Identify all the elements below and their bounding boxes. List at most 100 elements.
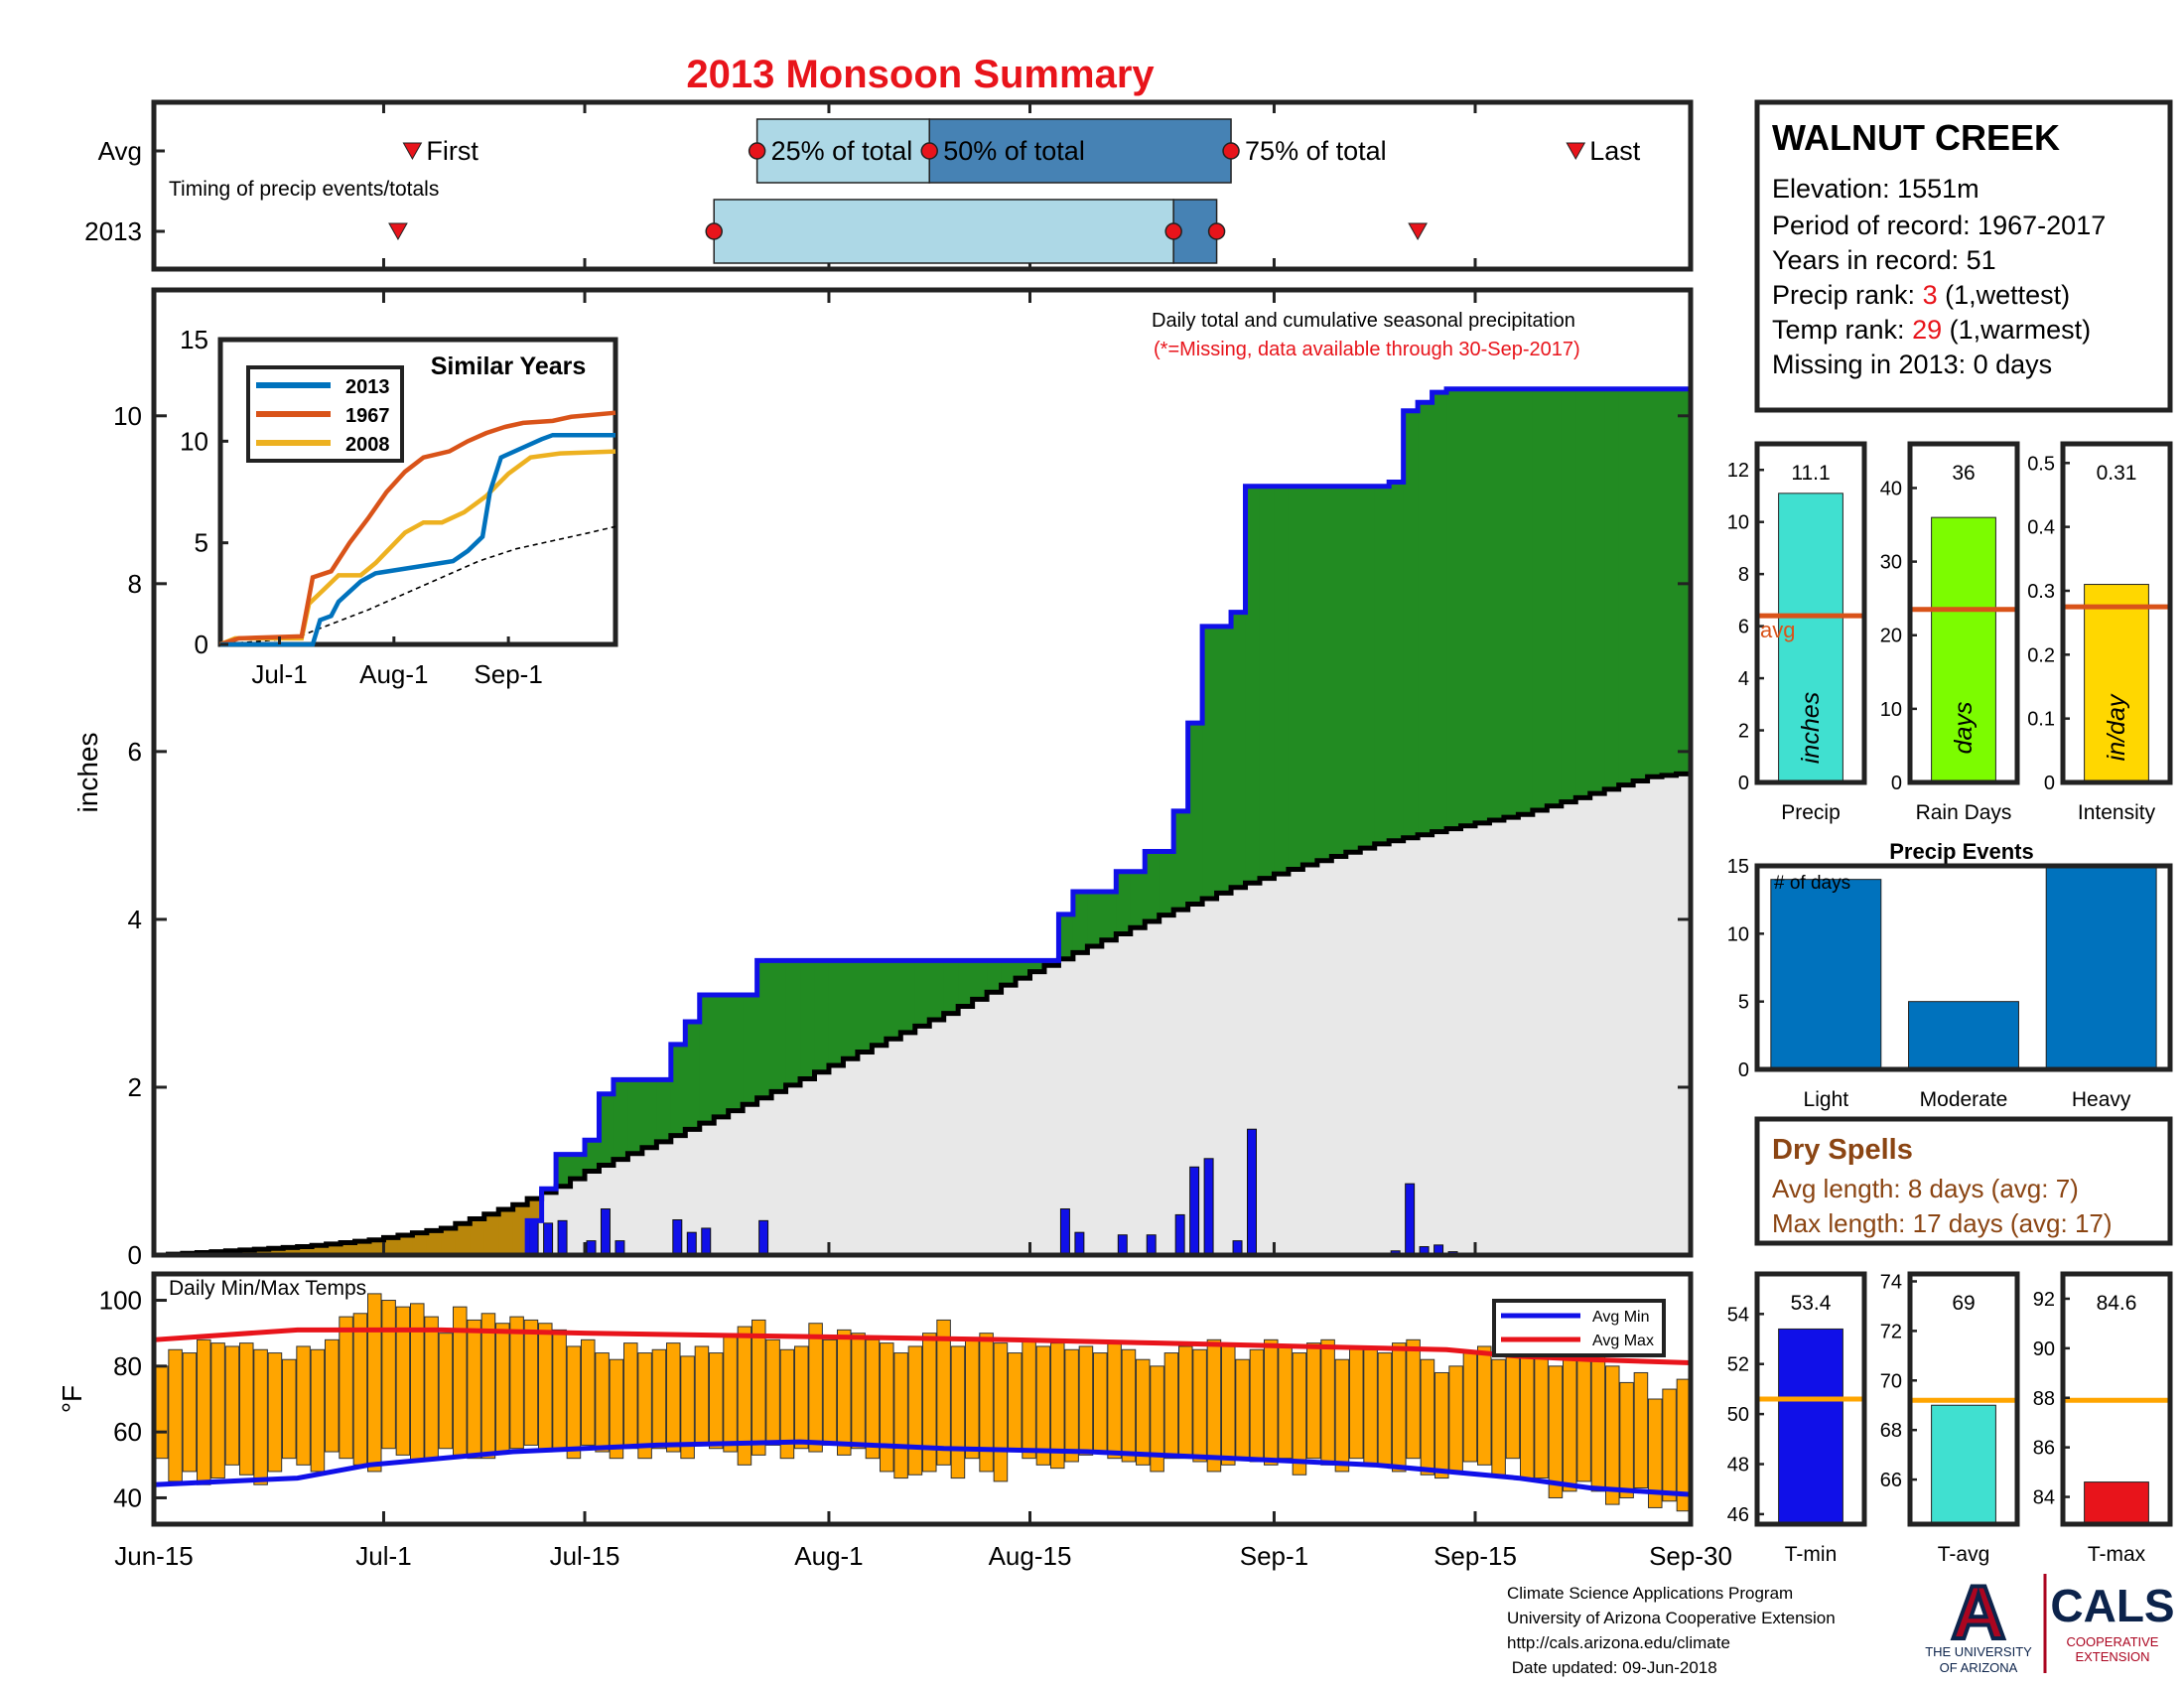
temp-bar-day-25 [509, 1316, 524, 1450]
legend-label-1967: 1967 [345, 405, 390, 427]
temp-stat-ytick-label-0-50: 50 [1727, 1404, 1749, 1426]
events-bar-heavy [2045, 865, 2157, 1070]
above-average-fill-day-55 [943, 960, 959, 1014]
precip-stat-bar-0 [1778, 492, 1843, 783]
temp-bar-day-50 [865, 1338, 881, 1460]
avg-cumulative-area [154, 773, 1691, 1255]
main-ylabel: inches [72, 733, 103, 813]
below-average-fill-day-14 [354, 1241, 370, 1255]
precip-stat-ytick-label-2-0.3: 0.3 [2027, 581, 2055, 603]
ua-logo-letter: A [1952, 1571, 2006, 1655]
above-average-fill-day-32 [613, 1079, 629, 1160]
temp-bar-day-104 [1633, 1371, 1649, 1489]
inset-ytick-label-10: 10 [180, 426, 208, 456]
above-average-fill-day-90 [1446, 388, 1462, 829]
temp-bar-day-36 [666, 1342, 681, 1453]
below-average-fill-day-26 [527, 1198, 543, 1221]
temp-bar-day-100 [1576, 1352, 1591, 1482]
below-average-fill-day-11 [312, 1245, 328, 1255]
temp-bar-day-73 [1192, 1348, 1207, 1463]
temp-stat-ytick-label-0-48: 48 [1727, 1455, 1749, 1477]
temp-bar-day-103 [1619, 1381, 1634, 1498]
temp-bar-day-76 [1235, 1358, 1250, 1460]
temp-bar-day-14 [352, 1313, 368, 1466]
inset-series-1967 [219, 410, 616, 647]
above-average-fill-day-79 [1288, 486, 1303, 870]
temp-stat-ytick-label-0-54: 54 [1727, 1304, 1749, 1326]
above-average-fill-day-43 [771, 960, 787, 1092]
temp-ytick-label-100: 100 [99, 1286, 142, 1316]
temp-bar-day-3 [197, 1338, 211, 1485]
above-average-fill-day-35 [656, 1079, 672, 1142]
below-average-fill-day-9 [283, 1247, 299, 1255]
temp-bar-day-85 [1363, 1348, 1378, 1466]
precip-stat-value-1: 36 [1952, 462, 1975, 485]
temp-bar-day-57 [965, 1338, 980, 1460]
precip-stat-xlabel-1: Rain Days [1916, 801, 2012, 824]
temp-stat-ytick-label-2-86: 86 [2033, 1438, 2055, 1460]
dry-spells-box: Dry Spells Avg length: 8 days (avg: 7) M… [1754, 1116, 2173, 1246]
legend-avg-min-label: Avg Min [1592, 1309, 1650, 1326]
temp-bar-day-95 [1505, 1348, 1521, 1460]
above-average-fill-day-40 [728, 994, 744, 1111]
timing-label-last: Last [1589, 136, 1641, 166]
timing-label-p50: 50% of total [943, 136, 1085, 166]
station-precip-rank: Precip rank: 3 (1,wettest) [1772, 280, 2070, 310]
temp-stat-bar-1 [1931, 1404, 1996, 1525]
footer-credits: Climate Science Applications Program Uni… [1507, 1584, 1836, 1677]
above-average-fill-day-85 [1374, 486, 1390, 844]
precip-events-ylabel: # of days [1774, 873, 1850, 894]
footer-line-1: Climate Science Applications Program [1507, 1584, 1793, 1603]
timing-panel: First 25% of total 50% of total 75% of tota… [84, 99, 1694, 272]
above-average-fill-day-53 [914, 960, 930, 1027]
temp-bar-day-62 [1035, 1345, 1051, 1466]
above-average-fill-day-29 [570, 1154, 586, 1180]
xtick-label-1: Jul-1 [355, 1541, 411, 1571]
above-average-fill-day-33 [627, 1079, 643, 1154]
temp-bar-day-32 [609, 1358, 624, 1460]
precip-stat-unit-1: days [1950, 702, 1978, 755]
ua-logo-text-1: THE UNIVERSITY [1925, 1644, 2032, 1659]
above-average-fill-day-102 [1618, 388, 1634, 785]
above-average-fill-day-74 [1216, 626, 1232, 894]
xtick-label-2: Jul-15 [550, 1541, 620, 1571]
xtick-label-0: Jun-15 [114, 1541, 194, 1571]
events-bar-light [1770, 879, 1882, 1070]
temp-bar-day-20 [438, 1333, 454, 1450]
above-average-fill-day-80 [1302, 486, 1318, 865]
precip-stat-ytick-label-2-0.5: 0.5 [2027, 453, 2055, 475]
above-average-fill-day-61 [1029, 960, 1045, 972]
above-average-fill-day-37 [685, 1022, 701, 1130]
temp-stat-bar-0 [1778, 1328, 1843, 1525]
above-average-fill-day-96 [1532, 388, 1548, 811]
temp-stat-xlabel-1: T-avg [1938, 1543, 1990, 1566]
precip-stat-unit-2: in/day [2103, 693, 2130, 761]
temp-bar-day-1 [168, 1348, 183, 1482]
temp-bar-day-40 [723, 1336, 738, 1453]
precip-stat-unit-0: inches [1797, 692, 1825, 764]
above-average-fill-day-103 [1633, 388, 1649, 781]
station-period: Period of record: 1967-2017 [1772, 211, 2106, 240]
temp-bar-day-4 [210, 1342, 225, 1479]
precip-stat-xlabel-2: Intensity [2078, 801, 2156, 824]
above-average-fill-day-94 [1503, 388, 1519, 818]
temp-bar-day-5 [224, 1345, 240, 1466]
precip-stat-ytick-label-2-0.2: 0.2 [2027, 644, 2055, 666]
above-average-fill-day-44 [785, 960, 801, 1085]
daily-precip-bar-15 [1189, 1166, 1200, 1256]
below-average-fill-day-24 [498, 1209, 514, 1255]
events-ytick-label-15: 15 [1727, 856, 1749, 878]
precip-stats-panels: 0 2 4 6 8 10 12 11.1 Precip inches avg 0 10 20 30 40 36 R… [1727, 441, 2173, 824]
timing-marker-p25-avg [748, 142, 766, 160]
inset-ytick-label-5: 5 [195, 528, 208, 558]
above-average-fill-day-78 [1274, 486, 1290, 875]
precip-stat-ytick-label-1-0: 0 [1891, 773, 1902, 794]
temp-bar-day-56 [950, 1345, 966, 1479]
inset-legend: 2013 1967 2008 [246, 365, 404, 463]
precip-events-chart: Precip Events Light Moderate Heavy 0 5 10 15 #… [1727, 839, 2173, 1111]
cals-logo-sub-2: EXTENSION [2075, 1649, 2149, 1664]
temp-bar-day-66 [1093, 1352, 1108, 1453]
temp-bar-day-61 [1022, 1338, 1036, 1460]
timing-triangle-first-y2013 [388, 222, 408, 241]
below-average-fill-day-20 [441, 1227, 457, 1255]
